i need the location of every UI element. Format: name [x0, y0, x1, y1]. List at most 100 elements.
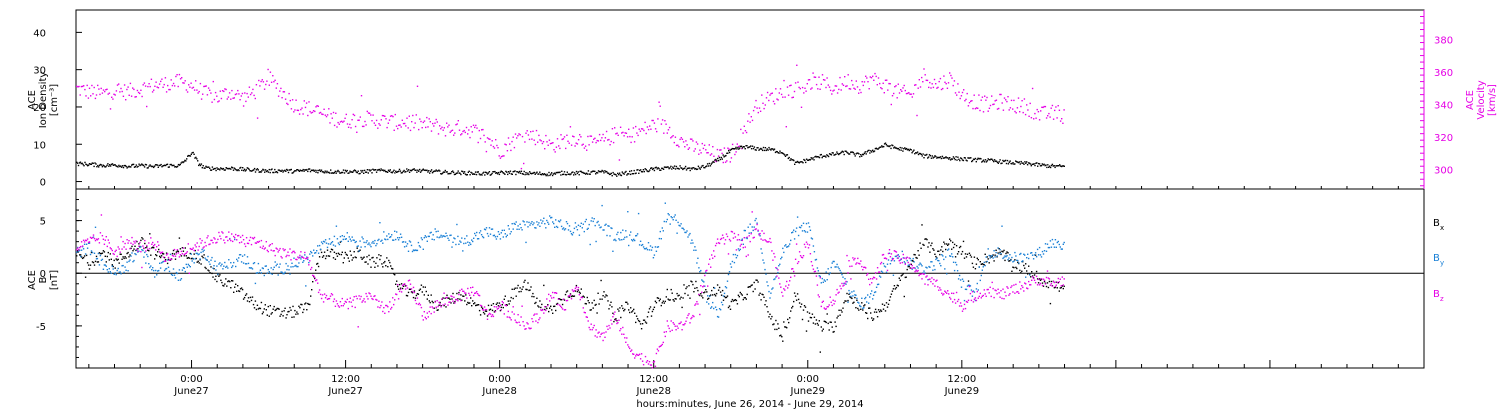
- by-point: [107, 271, 109, 273]
- bz-point: [383, 307, 385, 309]
- density-point: [977, 157, 979, 159]
- velocity-point: [894, 86, 896, 88]
- bz-point: [255, 242, 258, 244]
- by-point: [344, 238, 346, 240]
- by-point: [637, 212, 640, 215]
- by-point: [495, 238, 498, 240]
- density-point: [772, 148, 774, 150]
- velocity-point: [266, 80, 268, 82]
- by-point: [273, 266, 275, 268]
- by-point: [853, 290, 855, 292]
- by-point: [213, 265, 215, 267]
- by-point: [260, 272, 263, 274]
- bz-point: [774, 256, 776, 258]
- bx-point: [214, 278, 216, 281]
- density-point: [115, 165, 117, 167]
- bx-point: [94, 260, 97, 263]
- by-point: [367, 243, 369, 246]
- velocity-point: [307, 114, 309, 117]
- bx-point: [1049, 302, 1052, 305]
- velocity-point: [134, 96, 136, 98]
- bz-point: [620, 328, 622, 330]
- velocity-point: [782, 96, 784, 98]
- by-point: [856, 297, 858, 300]
- density-point: [846, 151, 848, 154]
- bx-point: [964, 253, 967, 255]
- by-point: [291, 262, 293, 264]
- by-point: [80, 249, 83, 251]
- by-point: [584, 220, 586, 223]
- bz-point: [664, 335, 666, 338]
- density-point: [608, 173, 611, 176]
- density-point: [776, 151, 778, 153]
- velocity-point: [703, 144, 706, 146]
- bx-point: [208, 270, 210, 272]
- bz-point: [280, 255, 282, 258]
- density-point: [487, 172, 490, 174]
- bx-point: [711, 289, 713, 292]
- bx-point: [121, 258, 123, 260]
- velocity-point: [794, 82, 797, 84]
- velocity-point: [900, 89, 902, 91]
- density-point: [570, 173, 572, 175]
- density-point: [890, 147, 892, 150]
- velocity-point: [523, 162, 525, 165]
- velocity-point: [751, 119, 754, 122]
- by-point: [392, 239, 394, 241]
- by-point: [349, 238, 351, 240]
- density-point: [520, 170, 523, 172]
- bz-point: [661, 343, 663, 346]
- bx-point: [231, 280, 233, 282]
- by-point: [704, 285, 706, 287]
- bz-point: [608, 324, 610, 327]
- bx-point: [585, 303, 587, 305]
- bz-point: [613, 313, 615, 316]
- bz-point: [488, 312, 491, 315]
- by-point: [911, 268, 913, 270]
- by-point: [555, 225, 558, 228]
- velocity-point: [265, 83, 267, 86]
- velocity-point: [763, 107, 765, 110]
- bx-point: [651, 310, 654, 313]
- density-point: [438, 169, 440, 171]
- bx-point: [459, 298, 461, 300]
- density-point: [947, 157, 949, 159]
- bx-point: [113, 259, 115, 262]
- by-point: [672, 219, 674, 221]
- by-point: [450, 234, 452, 236]
- bx-point: [134, 245, 136, 247]
- by-point: [421, 238, 423, 241]
- density-point: [267, 171, 270, 173]
- bx-point: [856, 299, 858, 301]
- by-point: [727, 273, 730, 276]
- bz-point: [847, 272, 849, 274]
- bx-point: [420, 284, 423, 286]
- density-point: [847, 152, 849, 154]
- velocity-point: [901, 90, 903, 92]
- by-point: [950, 255, 952, 257]
- velocity-point: [663, 132, 665, 134]
- bz-point: [883, 257, 886, 259]
- by-point: [331, 241, 334, 243]
- density-point: [696, 168, 699, 170]
- velocity-point: [346, 123, 349, 125]
- density-point: [257, 169, 259, 171]
- density-point: [908, 149, 910, 152]
- density-point: [582, 171, 584, 174]
- velocity-point: [336, 126, 338, 128]
- density-point: [297, 169, 300, 172]
- bx-point: [866, 312, 868, 314]
- bz-point: [904, 263, 906, 265]
- by-point: [658, 237, 661, 240]
- density-point: [730, 148, 733, 150]
- bz-point: [936, 279, 938, 281]
- density-point: [401, 172, 403, 174]
- bx-point: [979, 261, 981, 263]
- by-point: [412, 249, 415, 251]
- bz-point: [85, 239, 88, 242]
- bx-point: [635, 321, 637, 324]
- bz-point: [166, 253, 169, 255]
- by-point: [619, 239, 621, 241]
- bx-point: [95, 255, 98, 258]
- bz-point: [274, 254, 276, 257]
